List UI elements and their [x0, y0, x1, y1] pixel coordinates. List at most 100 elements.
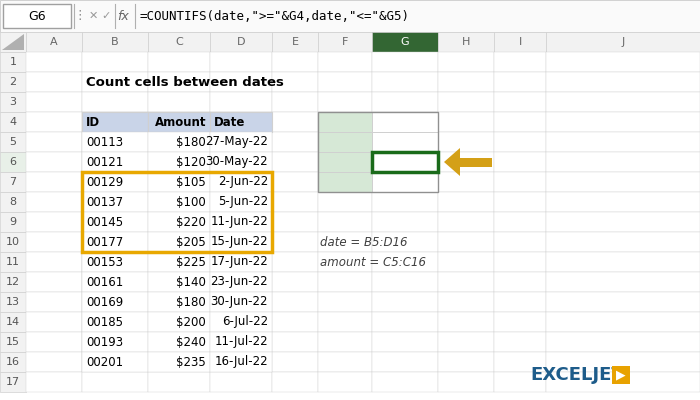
Bar	[82, 132, 148, 152]
Bar	[546, 92, 700, 112]
Bar	[494, 112, 546, 132]
Text: 6-Jul-22: 6-Jul-22	[222, 316, 268, 328]
Text: 11-Jun-22: 11-Jun-22	[210, 216, 268, 228]
Text: 4: 4	[9, 117, 17, 127]
Bar	[210, 212, 272, 232]
Bar	[372, 32, 438, 52]
Text: ✓: ✓	[102, 11, 111, 21]
Text: $120: $120	[176, 156, 206, 168]
Bar	[26, 212, 82, 232]
Bar	[494, 52, 546, 72]
Bar	[546, 312, 700, 332]
Bar	[82, 372, 148, 392]
Text: A: A	[50, 37, 58, 47]
Bar	[318, 192, 372, 212]
Bar	[318, 252, 372, 272]
Text: 16-Jul-22: 16-Jul-22	[214, 356, 268, 368]
Bar	[148, 352, 210, 372]
Text: G6: G6	[28, 10, 46, 22]
Bar	[318, 332, 372, 352]
Bar	[494, 232, 546, 252]
Bar	[372, 92, 438, 112]
Bar	[272, 232, 318, 252]
Text: G: G	[400, 37, 410, 47]
Bar	[82, 292, 148, 312]
Bar	[272, 132, 318, 152]
Bar	[438, 72, 494, 92]
Bar	[318, 272, 372, 292]
Text: I: I	[519, 37, 522, 47]
Bar	[494, 332, 546, 352]
Bar	[0, 372, 26, 392]
Bar	[318, 132, 372, 152]
Bar	[438, 172, 494, 192]
Bar	[546, 212, 700, 232]
Bar	[612, 366, 630, 384]
Text: $240: $240	[176, 336, 206, 348]
Text: $180: $180	[176, 296, 206, 308]
Bar	[372, 352, 438, 372]
Text: $100: $100	[176, 196, 206, 208]
Bar	[546, 372, 700, 392]
Bar	[82, 192, 148, 212]
Bar	[0, 152, 26, 172]
Bar	[272, 152, 318, 172]
Bar	[546, 132, 700, 152]
Bar	[0, 192, 26, 212]
Bar	[210, 132, 272, 152]
Bar	[0, 272, 26, 292]
Bar	[272, 292, 318, 312]
Bar	[272, 172, 318, 192]
Bar	[26, 192, 82, 212]
Bar	[372, 132, 438, 152]
Text: Amount: Amount	[323, 176, 370, 188]
Bar	[318, 72, 372, 92]
Bar	[148, 132, 210, 152]
Bar	[318, 312, 372, 332]
Bar	[272, 352, 318, 372]
Bar	[148, 152, 210, 172]
Bar	[438, 372, 494, 392]
Bar	[210, 232, 272, 252]
Text: 5-Jun-22: 5-Jun-22	[218, 196, 268, 208]
Bar	[0, 332, 26, 352]
Text: $630: $630	[403, 176, 433, 188]
Bar	[148, 272, 210, 292]
Bar	[546, 232, 700, 252]
Bar	[82, 232, 148, 252]
Bar	[82, 212, 148, 232]
Bar	[210, 312, 272, 332]
Text: 14: 14	[6, 317, 20, 327]
Bar	[0, 232, 26, 252]
Bar	[272, 312, 318, 332]
Text: 11-Jul-22: 11-Jul-22	[214, 336, 268, 348]
Bar	[546, 252, 700, 272]
Bar	[148, 212, 210, 232]
Bar	[82, 332, 148, 352]
Bar	[318, 32, 372, 52]
Bar	[372, 112, 438, 132]
Bar	[372, 132, 438, 152]
Bar	[26, 172, 82, 192]
Bar	[494, 132, 546, 152]
Bar	[210, 152, 272, 172]
Bar	[546, 272, 700, 292]
Bar	[82, 312, 148, 332]
Text: $200: $200	[176, 316, 206, 328]
Bar	[210, 332, 272, 352]
Bar	[0, 132, 26, 152]
Bar	[546, 192, 700, 212]
Bar	[494, 32, 546, 52]
Bar	[82, 132, 148, 152]
Text: 1-Jun-22: 1-Jun-22	[383, 116, 433, 128]
Text: 00177: 00177	[86, 236, 123, 248]
Bar	[26, 112, 82, 132]
Bar	[82, 72, 148, 92]
Bar	[318, 52, 372, 72]
Bar	[0, 112, 26, 132]
Bar	[210, 152, 272, 172]
Polygon shape	[444, 148, 460, 176]
Bar	[26, 352, 82, 372]
Bar	[438, 232, 494, 252]
Text: 27-May-22: 27-May-22	[205, 136, 268, 148]
